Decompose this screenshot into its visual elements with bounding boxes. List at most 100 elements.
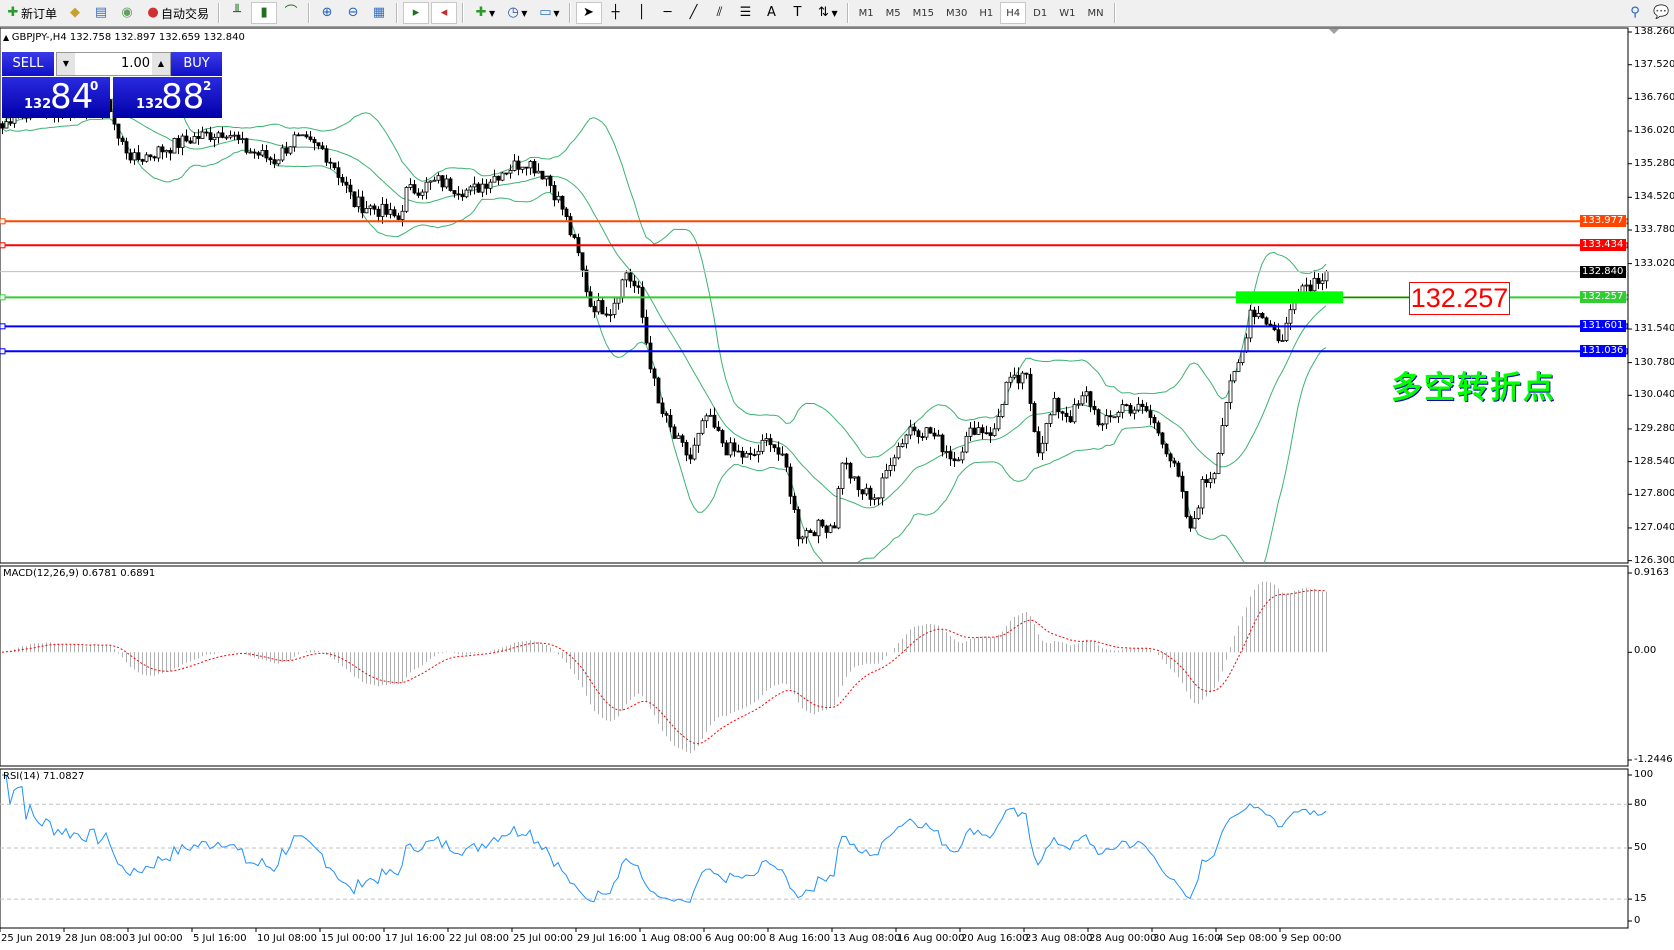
periods-button[interactable]: ◷ ▼ xyxy=(501,2,531,24)
indicators-button[interactable]: ✚ ▼ xyxy=(469,2,499,24)
signals-button[interactable]: ◉ xyxy=(115,2,139,24)
timeframe-m30[interactable]: M30 xyxy=(946,7,968,19)
line-chart-button[interactable]: ⌒ xyxy=(279,2,303,24)
timeframe-h4[interactable]: H4 xyxy=(1000,2,1027,24)
candle xyxy=(1320,273,1325,291)
horizontal-line-button[interactable]: ─ xyxy=(656,2,680,24)
lot-size-input[interactable]: 1.00 xyxy=(121,56,150,71)
candle-body xyxy=(1284,322,1289,341)
candle-body xyxy=(1084,391,1089,397)
vertical-line-button[interactable]: │ xyxy=(630,2,654,24)
buy-button[interactable]: BUY xyxy=(171,52,222,76)
candle xyxy=(1024,372,1029,379)
separator xyxy=(462,3,465,23)
candle xyxy=(700,418,705,436)
candle xyxy=(628,268,633,288)
chart-shift-marker-icon xyxy=(1329,29,1339,34)
search-button[interactable]: ⚲ xyxy=(1623,2,1647,24)
arrows-button[interactable]: ⇅ ▼ xyxy=(812,2,842,24)
chart-shift-button[interactable]: ◂ xyxy=(431,2,458,24)
buy-price[interactable]: 132 88 2 xyxy=(113,77,222,118)
candle xyxy=(276,159,281,166)
turning-point-text[interactable]: 多空转折点 xyxy=(1391,370,1556,406)
price-axis-label: 130.780 xyxy=(1634,356,1674,368)
equidistant-channel-button[interactable]: ⫽ xyxy=(708,2,732,24)
candle-body xyxy=(836,488,841,529)
candle-body xyxy=(340,177,345,183)
candle-body xyxy=(868,487,873,500)
candle xyxy=(344,176,349,193)
candle-body xyxy=(744,452,749,458)
level-price-label[interactable]: 132.257 xyxy=(1409,282,1510,315)
zoom-in-button[interactable]: ⊕ xyxy=(315,2,339,24)
sell-button[interactable]: SELL xyxy=(2,52,54,76)
new-order-button[interactable]: ✚ 新订单 xyxy=(1,2,61,24)
chat-button[interactable]: 💬 xyxy=(1649,2,1673,24)
candle-body xyxy=(676,435,681,439)
candle xyxy=(136,145,141,162)
lot-decrease-icon[interactable]: ▼ xyxy=(57,53,75,75)
candle-body xyxy=(512,160,517,171)
cursor-button[interactable]: ➤ xyxy=(575,2,602,24)
candle-body xyxy=(504,172,509,175)
sell-price[interactable]: 132 84 0 xyxy=(2,77,110,118)
candle-body xyxy=(776,447,781,455)
trendline-button[interactable]: ╱ xyxy=(682,2,706,24)
candle xyxy=(228,130,233,140)
candle-body xyxy=(256,152,261,156)
candle-body xyxy=(1008,376,1013,383)
chart-canvas[interactable] xyxy=(0,27,1674,950)
time-axis-label: 15 Jul 00:00 xyxy=(321,933,381,944)
text-label-button[interactable]: T xyxy=(786,2,810,24)
timeframe-m15[interactable]: M15 xyxy=(912,7,935,19)
candlestick-button[interactable]: ▮ xyxy=(251,2,278,24)
candle-body xyxy=(1212,473,1217,480)
navigator-button[interactable]: ▤ xyxy=(89,2,113,24)
market-watch-button[interactable]: ◆ xyxy=(63,2,87,24)
timeframe-m5[interactable]: M5 xyxy=(885,7,901,19)
candle xyxy=(1096,408,1101,427)
candle xyxy=(1184,491,1189,519)
collapse-triangle-icon[interactable]: ▲ xyxy=(3,33,12,42)
templates-button[interactable]: ▭ ▼ xyxy=(533,2,563,24)
auto-trading-button[interactable]: ● 自动交易 xyxy=(141,2,213,24)
timeframe-m1[interactable]: M1 xyxy=(858,7,874,19)
candle-body xyxy=(188,140,193,144)
candle-body xyxy=(332,162,337,169)
auto-scroll-button[interactable]: ▸ xyxy=(403,2,430,24)
tile-windows-button[interactable]: ▦ xyxy=(367,2,391,24)
candle xyxy=(376,206,381,223)
timeframe-mn[interactable]: MN xyxy=(1087,7,1104,19)
bar-chart-button[interactable]: ╨ xyxy=(225,2,249,24)
candle-body xyxy=(872,497,877,500)
buy-price-prefix: 132 xyxy=(136,97,164,112)
timeframe-w1[interactable]: W1 xyxy=(1059,7,1076,19)
chart-window[interactable] xyxy=(0,27,1674,950)
timeframe-h1[interactable]: H1 xyxy=(979,7,994,19)
candle xyxy=(952,451,957,468)
candle-body xyxy=(232,134,237,137)
lot-increase-icon[interactable]: ▲ xyxy=(152,53,170,75)
candle-body xyxy=(1168,453,1173,462)
tile-icon: ▦ xyxy=(372,5,386,20)
lot-size-stepper[interactable]: ▼ 1.00 ▲ xyxy=(56,52,171,76)
candle xyxy=(1196,505,1201,520)
candle xyxy=(944,445,949,459)
candle xyxy=(844,457,849,470)
text-button[interactable]: A xyxy=(760,2,784,24)
candle-body xyxy=(1188,516,1193,529)
candle xyxy=(172,137,177,154)
time-axis-label: 25 Jun 2019 xyxy=(1,933,62,944)
candle-body xyxy=(312,139,317,144)
candle xyxy=(444,174,449,189)
candle-body xyxy=(1316,277,1321,284)
timeframe-d1[interactable]: D1 xyxy=(1033,7,1048,19)
candle xyxy=(224,135,229,140)
crosshair-button[interactable]: ┼ xyxy=(604,2,628,24)
candle xyxy=(612,297,617,319)
candle xyxy=(1088,390,1093,413)
fibonacci-icon: ☰ xyxy=(739,5,752,20)
candle xyxy=(236,131,241,144)
fibonacci-button[interactable]: ☰ xyxy=(734,2,758,24)
zoom-out-button[interactable]: ⊖ xyxy=(341,2,365,24)
